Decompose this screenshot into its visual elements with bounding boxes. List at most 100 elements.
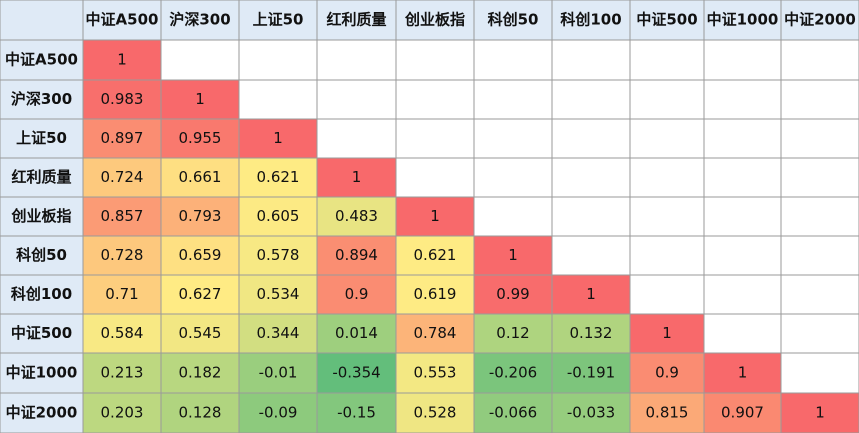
empty-cell xyxy=(395,79,475,120)
empty-cell xyxy=(238,39,318,81)
heatmap-cell xyxy=(238,196,318,237)
heatmap-cell xyxy=(703,392,782,433)
empty-cell xyxy=(629,196,705,237)
empty-cell xyxy=(780,157,859,198)
empty-cell xyxy=(316,118,397,159)
corner-cell xyxy=(0,0,84,41)
value-label: 0.907 xyxy=(721,404,764,422)
column-header-cell xyxy=(82,0,162,41)
empty-cell xyxy=(703,196,782,237)
row-header: 红利质量 xyxy=(11,168,71,186)
row-header: 科创50 xyxy=(16,246,67,264)
heatmap-cell xyxy=(82,157,162,198)
value-label: 0.182 xyxy=(179,364,222,382)
heatmap-cell xyxy=(82,313,162,354)
value-label: 0.621 xyxy=(414,246,457,264)
empty-cell xyxy=(473,39,553,81)
value-label: 0.793 xyxy=(179,207,222,225)
column-header-cell xyxy=(629,0,705,41)
value-label: 0.534 xyxy=(257,285,300,303)
column-header-cell xyxy=(703,0,782,41)
heatmap-cell xyxy=(551,313,631,354)
heatmap-cell xyxy=(160,392,240,433)
row-header: 中证500 xyxy=(11,324,72,342)
value-label: 0.203 xyxy=(101,404,144,422)
heatmap-cell xyxy=(82,196,162,237)
row-header: 创业板指 xyxy=(10,207,71,225)
heatmap-cell xyxy=(316,352,397,394)
heatmap-cell xyxy=(82,39,162,81)
value-label: 1 xyxy=(738,364,748,382)
heatmap-cell xyxy=(316,313,397,354)
value-label: 0.897 xyxy=(101,129,144,147)
column-header: 中证2000 xyxy=(784,11,856,29)
value-label: 0.12 xyxy=(496,324,529,342)
empty-cell xyxy=(703,313,782,354)
column-header: 中证A500 xyxy=(86,11,159,29)
empty-cell xyxy=(780,274,859,315)
value-label: 1 xyxy=(195,90,205,108)
heatmap-cell xyxy=(629,352,705,394)
row-header: 上证50 xyxy=(16,129,67,147)
empty-cell xyxy=(780,352,859,394)
value-label: 1 xyxy=(586,285,596,303)
value-label: 1 xyxy=(117,51,127,69)
column-header-cell xyxy=(238,0,318,41)
empty-cell xyxy=(551,196,631,237)
empty-cell xyxy=(703,79,782,120)
heatmap-cell xyxy=(551,274,631,315)
value-label: 0.983 xyxy=(101,90,144,108)
heatmap-cell xyxy=(82,352,162,394)
heatmap-cell xyxy=(160,313,240,354)
empty-cell xyxy=(316,39,397,81)
empty-cell xyxy=(473,79,553,120)
empty-cell xyxy=(780,79,859,120)
row-header: 沪深300 xyxy=(11,90,72,108)
empty-cell xyxy=(395,157,475,198)
empty-cell xyxy=(473,118,553,159)
value-label: 0.894 xyxy=(335,246,378,264)
value-label: 0.71 xyxy=(105,285,138,303)
column-header-cell xyxy=(551,0,631,41)
value-label: 0.724 xyxy=(101,168,144,186)
empty-cell xyxy=(160,39,240,81)
empty-cell xyxy=(629,274,705,315)
empty-cell xyxy=(780,39,859,81)
empty-cell xyxy=(551,39,631,81)
value-label: 0.627 xyxy=(179,285,222,303)
column-header-cell xyxy=(160,0,240,41)
heatmap-cell xyxy=(395,196,475,237)
heatmap-cell xyxy=(316,274,397,315)
value-label: -0.033 xyxy=(567,404,615,422)
heatmap-cell xyxy=(160,352,240,394)
empty-cell xyxy=(473,157,553,198)
row-header-cell xyxy=(0,157,84,198)
value-label: 0.955 xyxy=(179,129,222,147)
heatmap-cell xyxy=(473,274,553,315)
value-label: 0.584 xyxy=(101,324,144,342)
heatmap-cell xyxy=(82,274,162,315)
row-header-cell xyxy=(0,392,84,433)
value-label: 0.857 xyxy=(101,207,144,225)
value-label: 0.578 xyxy=(257,246,300,264)
column-header: 中证500 xyxy=(636,11,697,29)
value-label: 1 xyxy=(273,129,283,147)
column-header: 红利质量 xyxy=(326,11,386,29)
column-header: 沪深300 xyxy=(169,11,230,29)
empty-cell xyxy=(703,39,782,81)
heatmap-cell xyxy=(395,392,475,433)
row-header-cell xyxy=(0,352,84,394)
value-label: 0.784 xyxy=(414,324,457,342)
empty-cell xyxy=(551,118,631,159)
heatmap-cell xyxy=(395,313,475,354)
value-label: 0.132 xyxy=(570,324,613,342)
heatmap-cell xyxy=(473,392,553,433)
row-header-cell xyxy=(0,313,84,354)
value-label: 0.728 xyxy=(101,246,144,264)
value-label: -0.206 xyxy=(489,364,537,382)
value-label: 0.553 xyxy=(414,364,457,382)
value-label: 0.9 xyxy=(655,364,679,382)
column-header-cell xyxy=(395,0,475,41)
value-label: 0.213 xyxy=(101,364,144,382)
